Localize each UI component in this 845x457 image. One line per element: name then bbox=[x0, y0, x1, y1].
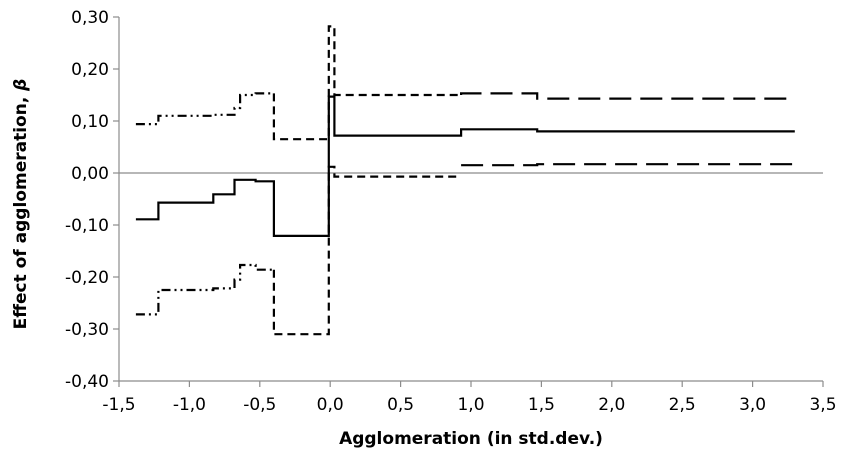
y-axis-title-symbol: β bbox=[11, 79, 31, 92]
y-tick-label: -0,40 bbox=[65, 372, 109, 392]
series-layer bbox=[135, 25, 795, 336]
label-layer: -0,40 -0,30 -0,20 -0,10 0,00 0,10 0,20 0,30 -1,5… bbox=[65, 8, 837, 415]
x-tick-label: 3,0 bbox=[739, 395, 766, 415]
series-line-dash-dot-dot bbox=[135, 92, 274, 126]
y-tick-label: -0,20 bbox=[65, 268, 109, 288]
x-tick-label: -1,0 bbox=[173, 395, 206, 415]
x-tick-label: 2,5 bbox=[669, 395, 696, 415]
x-tick-label: 0,0 bbox=[317, 395, 344, 415]
y-tick-label: 0,00 bbox=[71, 164, 109, 184]
series-line-solid bbox=[135, 95, 795, 237]
x-axis-title: Agglomeration (in std.dev.) bbox=[339, 429, 603, 449]
x-tick-label: 2,0 bbox=[598, 395, 625, 415]
axes-layer bbox=[113, 16, 824, 387]
x-tick-label: 1,5 bbox=[528, 395, 555, 415]
series-line-short-dash bbox=[272, 165, 462, 336]
series-line-long-dash bbox=[461, 163, 795, 167]
x-tick-label: -1,5 bbox=[102, 395, 135, 415]
y-axis-title-text: Effect of agglomeration, bbox=[11, 91, 31, 330]
y-axis-title: Effect of agglomeration, β bbox=[11, 79, 31, 330]
x-tick-label: 0,5 bbox=[387, 395, 414, 415]
y-tick-label: 0,30 bbox=[71, 8, 109, 28]
series-line-long-dash bbox=[460, 92, 795, 100]
x-tick-label: 1,0 bbox=[457, 395, 484, 415]
y-tick-label: -0,10 bbox=[65, 216, 109, 236]
x-tick-label: -0,5 bbox=[243, 395, 276, 415]
y-tick-label: 0,20 bbox=[71, 60, 109, 80]
x-tick-label: 3,5 bbox=[809, 395, 836, 415]
series-line-dash-dot-dot bbox=[135, 263, 274, 316]
series-line-short-dash bbox=[272, 25, 462, 141]
y-tick-label: -0,30 bbox=[65, 320, 109, 340]
y-tick-label: 0,10 bbox=[71, 112, 109, 132]
